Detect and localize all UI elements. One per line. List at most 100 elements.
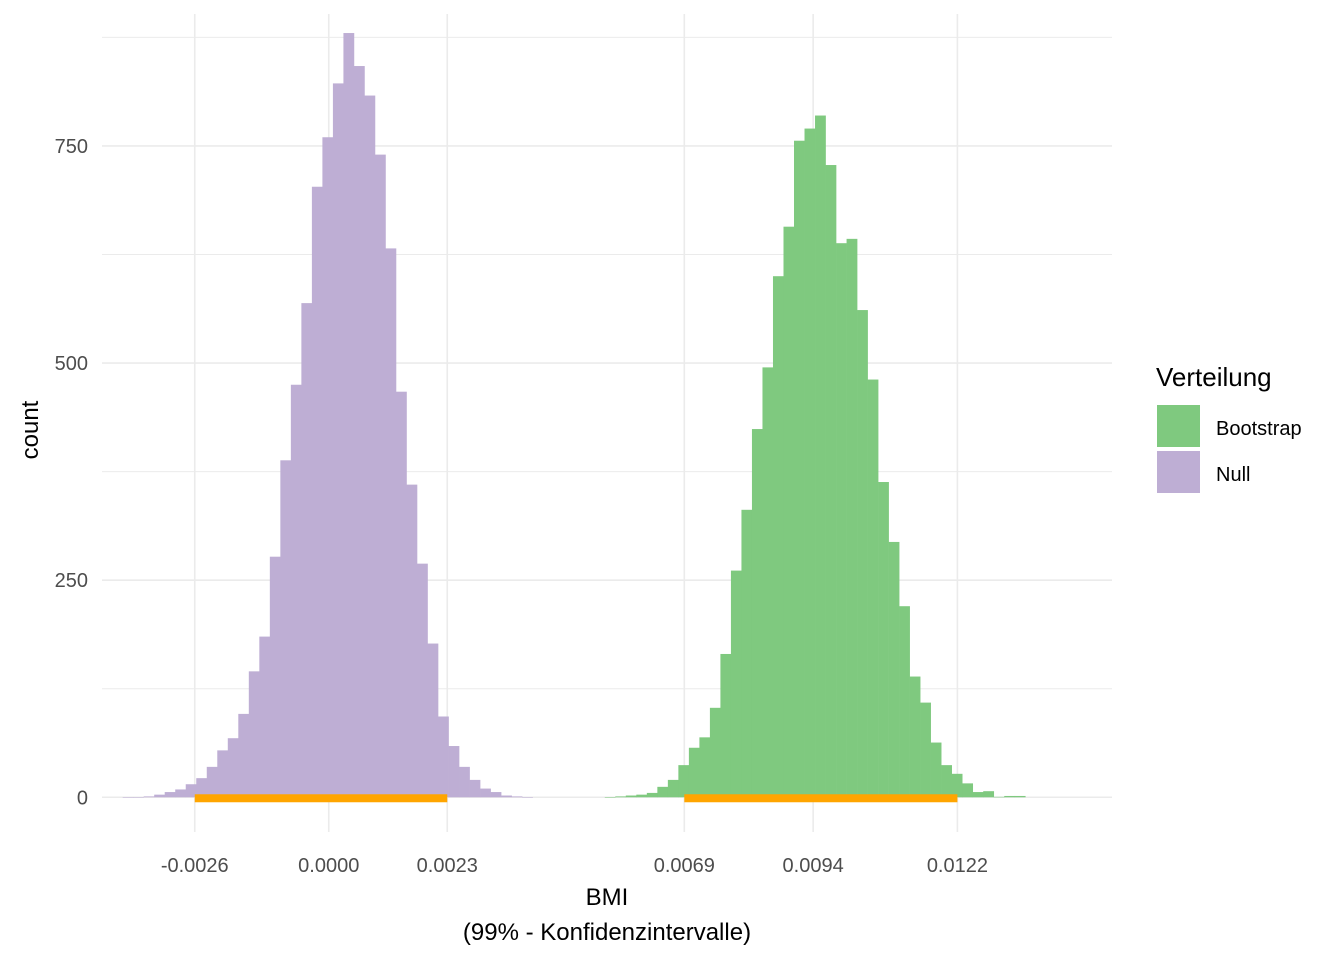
bar-bootstrap	[888, 541, 900, 798]
bar-bootstrap	[930, 742, 942, 798]
bar-null	[154, 794, 166, 798]
legend-label-null: Null	[1216, 464, 1250, 486]
bar-bootstrap	[909, 676, 921, 798]
bar-null	[480, 788, 491, 798]
bar-null	[311, 186, 323, 798]
bar-null	[438, 716, 449, 798]
bar-bootstrap	[815, 115, 826, 798]
bar-bootstrap	[1014, 795, 1026, 798]
bar-bootstrap	[804, 128, 816, 798]
bar-null	[332, 83, 344, 798]
x-axis-title: BMI	[586, 884, 629, 911]
bar-bootstrap	[857, 310, 868, 798]
bar-bootstrap	[657, 786, 669, 798]
bar-null	[185, 784, 197, 798]
bar-null	[511, 796, 523, 798]
y-axis-title: count	[17, 400, 44, 459]
bar-bootstrap	[972, 792, 984, 798]
x-tick-label: -0.0026	[161, 855, 229, 877]
bar-null	[280, 460, 292, 798]
x-tick-label: 0.0122	[927, 855, 988, 877]
x-axis-ticks: -0.0026 0.0000 0.0023 0.0069 0.0094 0.0122	[161, 855, 988, 877]
grid-minor	[102, 36, 1112, 690]
bar-bootstrap	[762, 367, 774, 798]
bar-null	[427, 643, 439, 798]
legend: Verteilung Bootstrap Null	[1156, 362, 1302, 493]
bar-null	[143, 796, 155, 798]
bar-null	[217, 750, 229, 798]
bar-bootstrap	[636, 794, 648, 798]
bar-bootstrap	[962, 783, 974, 798]
bar-bootstrap	[709, 707, 721, 798]
bar-bootstrap	[951, 773, 963, 798]
bar-null	[248, 671, 260, 798]
legend-swatch-null	[1157, 451, 1200, 493]
x-tick-label: 0.0000	[298, 855, 359, 877]
bar-bootstrap	[772, 276, 784, 798]
y-tick-label: 500	[55, 353, 88, 375]
bar-null	[501, 795, 512, 798]
bar-null	[122, 797, 134, 798]
bar-null	[322, 137, 334, 798]
bar-bootstrap	[867, 379, 879, 798]
bar-null	[374, 154, 386, 798]
x-tick-label: 0.0023	[417, 855, 478, 877]
legend-title: Verteilung	[1156, 362, 1272, 392]
x-axis-subtitle: (99% - Konfidenzintervalle)	[463, 919, 751, 946]
bar-null	[469, 779, 481, 798]
bar-bootstrap	[941, 765, 952, 798]
bar-null	[196, 778, 208, 798]
legend-swatch-bootstrap	[1157, 405, 1200, 447]
bar-null	[448, 746, 460, 798]
bar-bootstrap	[836, 243, 847, 798]
bar-bootstrap	[899, 606, 910, 798]
bar-bootstrap	[751, 429, 763, 798]
bar-null	[206, 766, 218, 798]
bar-bootstrap	[667, 779, 679, 798]
y-tick-label: 250	[55, 570, 88, 592]
bar-bootstrap	[730, 570, 742, 798]
bar-null	[385, 248, 397, 798]
bar-null	[227, 738, 239, 798]
bar-bootstrap	[646, 792, 658, 798]
bar-null	[290, 384, 302, 798]
bar-null	[406, 484, 418, 798]
bar-bootstrap	[878, 482, 889, 798]
ci-bar-null	[194, 794, 448, 803]
bar-bootstrap	[741, 509, 753, 798]
bar-null	[164, 792, 176, 798]
bar-bootstrap	[825, 165, 837, 798]
bar-bootstrap	[846, 238, 858, 798]
bar-null	[353, 66, 365, 798]
bar-null	[301, 303, 313, 798]
y-axis-ticks: 0 250 500 750	[55, 136, 88, 809]
bar-null	[259, 636, 271, 798]
bar-null	[238, 713, 250, 798]
bar-null	[522, 797, 533, 798]
bar-bootstrap	[993, 796, 1005, 798]
x-tick-label: 0.0069	[654, 855, 715, 877]
histogram-bars	[122, 33, 1026, 798]
bar-null	[395, 391, 407, 798]
bar-bootstrap	[615, 796, 627, 798]
bar-bootstrap	[699, 737, 711, 798]
bar-null	[175, 789, 187, 798]
bar-bootstrap	[688, 747, 700, 798]
bar-null	[133, 797, 144, 798]
bar-bootstrap	[920, 702, 931, 798]
ci-bar-bootstrap	[684, 794, 958, 803]
bar-bootstrap	[720, 653, 732, 798]
bar-bootstrap	[678, 765, 690, 798]
x-tick-label: 0.0094	[783, 855, 844, 877]
bar-bootstrap	[1004, 795, 1016, 798]
bar-null	[490, 792, 502, 798]
legend-label-bootstrap: Bootstrap	[1216, 418, 1302, 440]
y-tick-label: 0	[77, 787, 88, 809]
y-tick-label: 750	[55, 136, 88, 158]
bar-null	[364, 95, 376, 798]
bar-null	[343, 33, 355, 798]
bar-bootstrap	[625, 795, 637, 798]
bar-null	[417, 563, 428, 798]
bar-bootstrap	[983, 791, 995, 798]
